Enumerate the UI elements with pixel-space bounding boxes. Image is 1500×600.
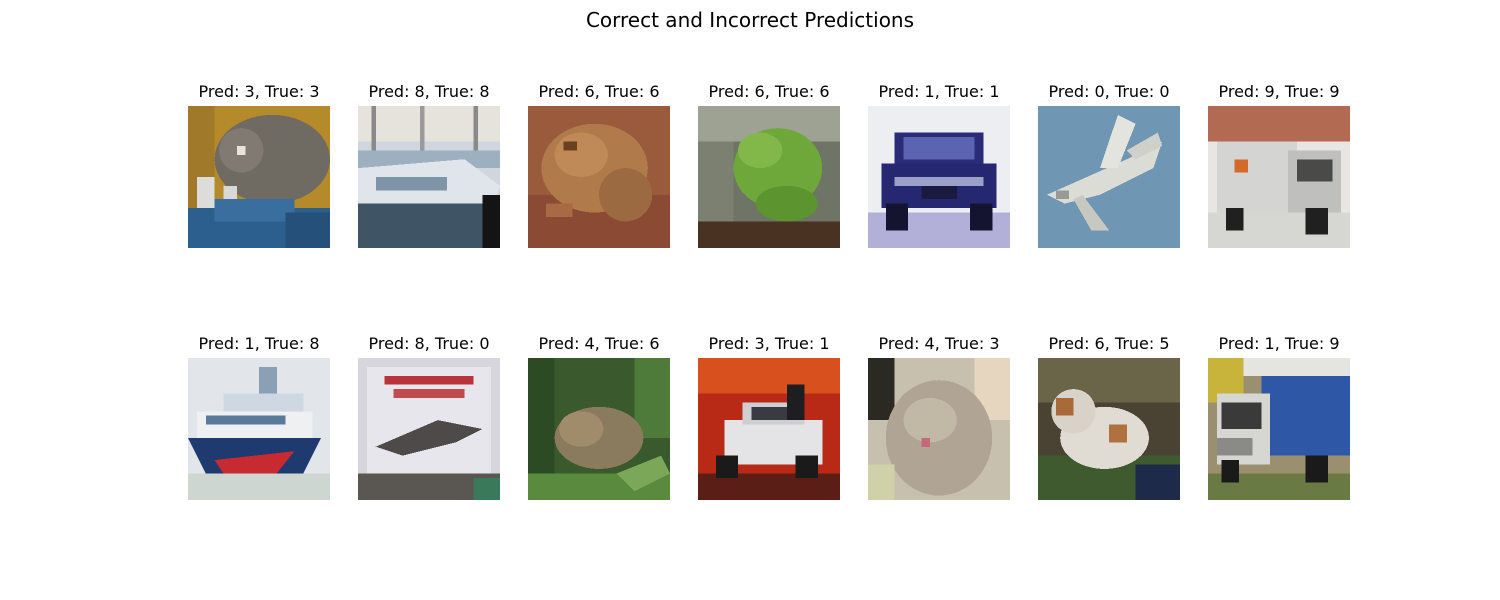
airplane-image <box>1038 106 1180 248</box>
truck-image <box>1208 358 1350 500</box>
panel-title: Pred: 1, True: 8 <box>198 334 320 353</box>
ship-image <box>188 358 330 500</box>
automobile-image <box>868 106 1010 248</box>
frog-image <box>698 106 840 248</box>
panel-title: Pred: 3, True: 3 <box>198 82 320 101</box>
panel-title: Pred: 4, True: 6 <box>538 334 660 353</box>
panel-title: Pred: 1, True: 1 <box>878 82 1000 101</box>
truck-image <box>1208 106 1350 248</box>
panel-title: Pred: 4, True: 3 <box>878 334 1000 353</box>
panel-title: Pred: 8, True: 0 <box>368 334 490 353</box>
figure-title: Correct and Incorrect Predictions <box>585 8 915 32</box>
panel-title: Pred: 6, True: 6 <box>708 82 830 101</box>
frog-image <box>528 358 670 500</box>
ship-image <box>358 106 500 248</box>
automobile-image <box>698 358 840 500</box>
cat-image <box>868 358 1010 500</box>
airplane-image <box>358 358 500 500</box>
panel-title: Pred: 3, True: 1 <box>708 334 830 353</box>
frog-image <box>528 106 670 248</box>
cat-image <box>188 106 330 248</box>
panel-title: Pred: 0, True: 0 <box>1048 82 1170 101</box>
panel-title: Pred: 1, True: 9 <box>1218 334 1340 353</box>
panel-title: Pred: 8, True: 8 <box>368 82 490 101</box>
panel-title: Pred: 6, True: 6 <box>538 82 660 101</box>
dog-image <box>1038 358 1180 500</box>
panel-title: Pred: 9, True: 9 <box>1218 82 1340 101</box>
panel-title: Pred: 6, True: 5 <box>1048 334 1170 353</box>
